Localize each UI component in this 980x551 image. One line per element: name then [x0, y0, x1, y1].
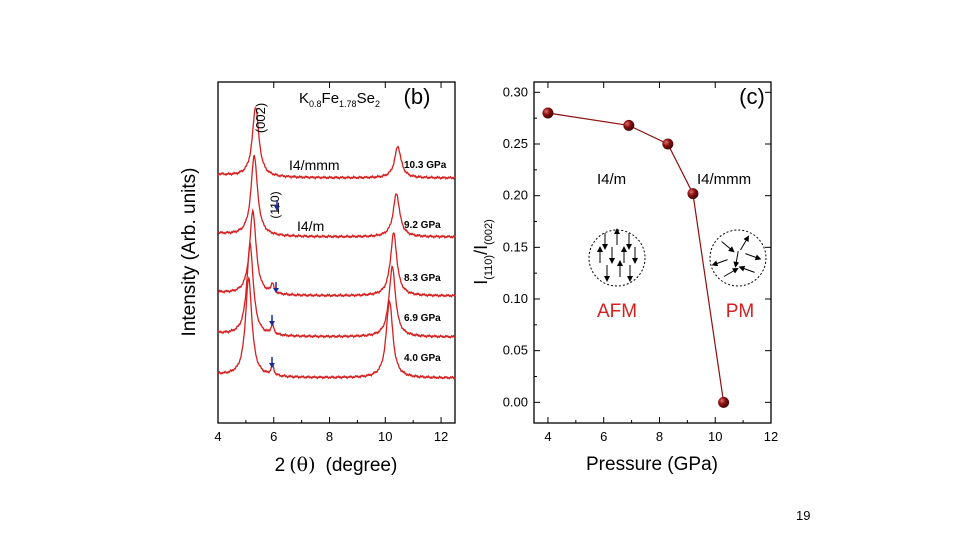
pressure-label: 10.3 GPa: [404, 160, 447, 171]
panel-b-y-axis-label: Intensity (Arb. units): [179, 168, 200, 337]
phase-label-i4mmm-c: I4/mmm: [697, 171, 751, 188]
panel-b-frame: [217, 81, 456, 424]
panel-b: 4 6 8 10 12 (b) K0.8Fe1.78Se2 (002) (110) I4…: [179, 81, 456, 476]
peak-label-110: (110): [268, 191, 282, 218]
spin-arrow: [740, 235, 749, 251]
b-x-tick-label: 10: [378, 429, 392, 444]
c-y-tick-label: 0.00: [503, 394, 528, 409]
pressure-label: 9.2 GPa: [404, 220, 441, 231]
panel-b-label: (b): [404, 84, 431, 109]
xrd-curve: [217, 154, 456, 240]
xrd-curve: [217, 242, 456, 339]
superstructure-arrowhead: [273, 288, 279, 293]
b-x-tick-label: 12: [434, 429, 448, 444]
panel-b-x-ticks: 4 6 8 10 12: [214, 82, 448, 444]
panel-c-label: (c): [739, 84, 765, 109]
superstructure-arrowhead: [269, 321, 275, 326]
pressure-labels: 10.3 GPa 9.2 GPa 8.3 GPa 6.9 GPa 4.0 GPa: [404, 160, 447, 364]
spin-arrow: [733, 251, 740, 268]
pressure-label: 4.0 GPa: [404, 353, 441, 364]
peak-label-002: (002): [253, 103, 268, 133]
phase-label-i4mmm-b: I4/mmm: [289, 157, 340, 173]
data-point: [662, 138, 674, 150]
panel-c-x-axis-label: Pressure (GPa): [586, 454, 718, 475]
phase-label-i4m-b: I4/m: [297, 218, 324, 234]
b-x-tick-label: 4: [214, 429, 221, 444]
data-point: [542, 107, 554, 119]
b-x-tick-label: 8: [326, 429, 333, 444]
phase-label-i4m-c: I4/m: [597, 171, 626, 188]
c-y-tick-label: 0.15: [503, 239, 528, 254]
c-y-tick-label: 0.10: [503, 291, 528, 306]
c-x-tick-label: 8: [656, 429, 663, 444]
c-x-tick-label: 12: [764, 429, 778, 444]
region-label-afm: AFM: [597, 301, 637, 322]
c-x-tick-label: 10: [708, 429, 722, 444]
panel-c-y-axis-label: I(110)/I(002): [471, 219, 495, 285]
data-point: [623, 119, 635, 131]
xrd-curve: [217, 107, 456, 181]
pressure-label: 8.3 GPa: [404, 273, 441, 284]
c-y-tick-label: 0.05: [503, 343, 528, 358]
panel-c-ticks: 4 6 8 10 12 0.00 0.05 0.10 0.15 0.20 0.25 0.30: [503, 82, 778, 444]
panel-b-x-axis-label: 2 (θ) (degree): [275, 454, 398, 476]
page-number: 19: [796, 508, 811, 523]
spin-arrow: [721, 241, 735, 253]
c-y-tick-label: 0.20: [503, 188, 528, 203]
spin-arrow: [738, 265, 755, 273]
data-point: [687, 188, 699, 200]
panel-c-points: [542, 107, 730, 408]
spin-arrow: [723, 268, 739, 277]
c-y-tick-label: 0.25: [503, 136, 528, 151]
superstructure-arrowhead: [269, 363, 275, 368]
xrd-curve: [217, 207, 456, 298]
pm-spin-diagram: [709, 229, 767, 287]
panel-b-curves: [217, 107, 456, 380]
xrd-curve: [217, 275, 456, 380]
c-x-tick-label: 4: [544, 429, 551, 444]
pressure-label: 6.9 GPa: [404, 313, 441, 324]
panel-c: 4 6 8 10 120.000.050.100.150.200.250.30 (c) …: [471, 81, 778, 475]
afm-spin-diagram: [588, 228, 646, 287]
compound-formula: K0.8Fe1.78Se2: [299, 90, 380, 109]
spin-arrow: [711, 259, 728, 267]
data-point: [718, 396, 730, 408]
region-label-pm: PM: [726, 301, 755, 322]
panel-c-frame: [533, 81, 772, 424]
c-y-tick-label: 0.30: [503, 84, 528, 99]
spin-arrow: [745, 253, 762, 261]
b-x-tick-label: 6: [270, 429, 277, 444]
c-x-tick-label: 6: [600, 429, 607, 444]
superstructure-arrowhead: [274, 206, 280, 211]
panel-c-series-line: [547, 112, 725, 403]
superstructure-arrows: [269, 200, 280, 368]
